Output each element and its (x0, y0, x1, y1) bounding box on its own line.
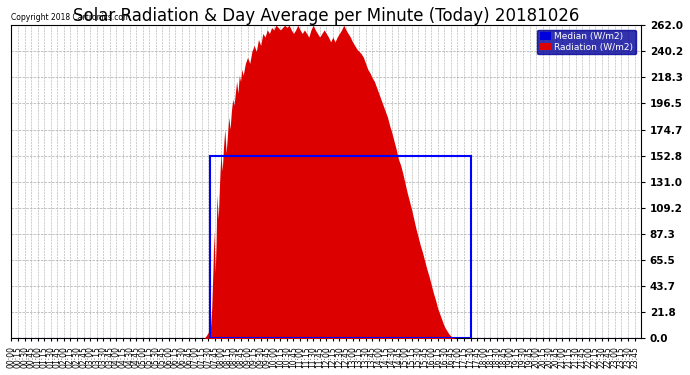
Legend: Median (W/m2), Radiation (W/m2): Median (W/m2), Radiation (W/m2) (538, 30, 636, 54)
Bar (210, 156, 471, 338)
Text: Copyright 2018 Cartronics.com: Copyright 2018 Cartronics.com (12, 13, 131, 22)
Title: Solar Radiation & Day Average per Minute (Today) 20181026: Solar Radiation & Day Average per Minute… (73, 7, 579, 25)
